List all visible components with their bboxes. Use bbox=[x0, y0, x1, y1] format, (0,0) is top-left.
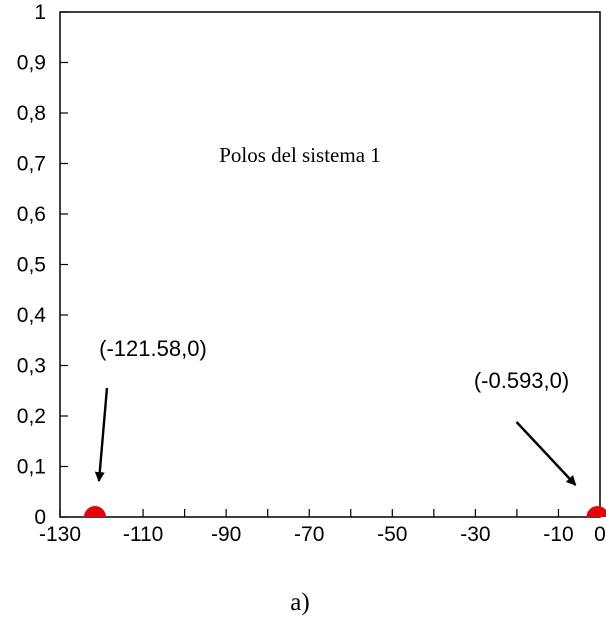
x-tick-label: -50 bbox=[377, 523, 407, 546]
chart-title: Polos del sistema 1 bbox=[219, 143, 381, 167]
point-label: (-0.593,0) bbox=[474, 368, 569, 393]
x-tick-label: -30 bbox=[460, 523, 490, 546]
data-points bbox=[83, 506, 606, 517]
pole-point bbox=[586, 506, 606, 517]
y-tick-label: 0,7 bbox=[17, 153, 46, 176]
y-axis: 0 0,1 0,2 0,3 0,4 0,5 0,6 0,7 0,8 0,9 1 bbox=[17, 1, 68, 529]
annotation-arrow bbox=[515, 421, 577, 486]
y-tick-label: 0,5 bbox=[17, 254, 46, 277]
y-tick-label: 1 bbox=[34, 1, 46, 24]
y-tick-label: 0,8 bbox=[17, 102, 46, 125]
y-tick-label: 0,4 bbox=[17, 304, 47, 327]
y-tick-label: 0,2 bbox=[17, 405, 46, 428]
x-tick-label: -90 bbox=[211, 523, 241, 546]
x-tick-label: -130 bbox=[39, 523, 81, 546]
pole-point bbox=[83, 506, 106, 517]
y-tick-label: 0,3 bbox=[17, 355, 46, 378]
y-tick-label: 0 bbox=[34, 506, 46, 529]
y-tick-label: 0,6 bbox=[17, 203, 46, 226]
annotations: (-121.58,0) (-0.593,0) bbox=[94, 336, 577, 486]
x-tick-label: -110 bbox=[123, 523, 163, 546]
plot-frame bbox=[59, 11, 601, 518]
figure-caption: a) bbox=[290, 589, 309, 616]
y-tick-label: 0,1 bbox=[17, 456, 46, 479]
x-tick-label: 0 bbox=[594, 523, 606, 546]
y-tick-label: 0,9 bbox=[17, 52, 46, 75]
x-axis: -130 -110 -90 -70 -50 -30 -10 0 bbox=[39, 509, 606, 546]
point-label: (-121.58,0) bbox=[99, 336, 207, 361]
x-tick-label: -10 bbox=[543, 523, 573, 546]
x-tick-label: -70 bbox=[294, 523, 324, 546]
annotation-arrow bbox=[94, 387, 109, 482]
